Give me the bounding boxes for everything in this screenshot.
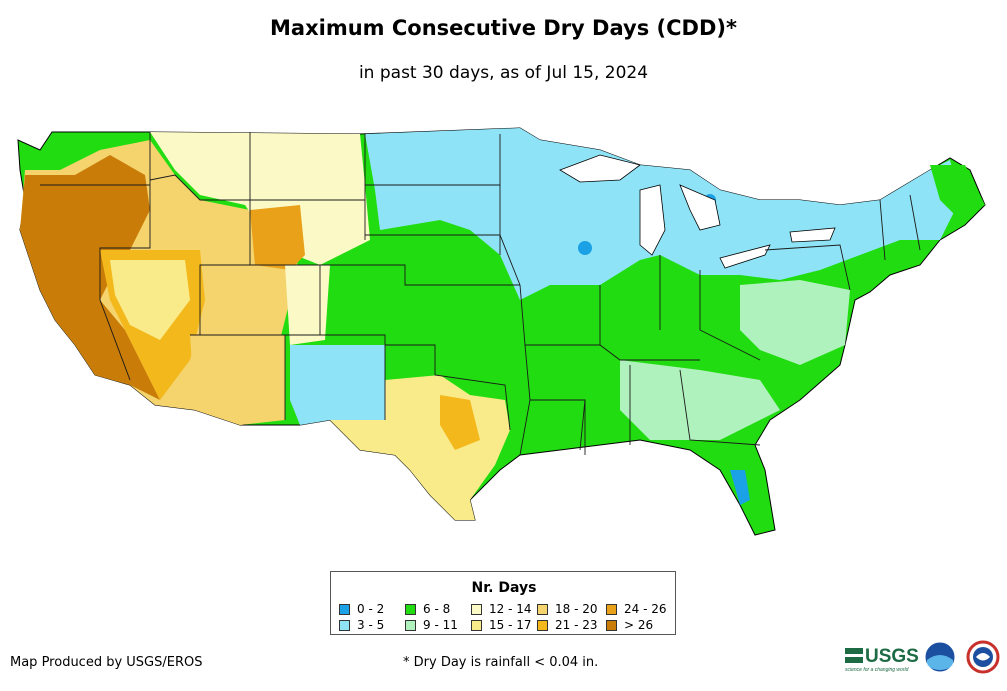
legend-swatch (537, 619, 548, 631)
legend-item: 15 - 17 (471, 618, 532, 632)
map-subtitle: in past 30 days, as of Jul 15, 2024 (358, 63, 649, 83)
legend-label: 21 - 23 (555, 618, 598, 632)
legend-item: 0 - 2 (339, 602, 384, 616)
lake-erie (719, 244, 771, 269)
agency-logos: USGS science for a changing world (845, 640, 1000, 674)
legend-item: 21 - 23 (537, 618, 598, 632)
texas-orange-spots (440, 395, 480, 450)
legend-item: 6 - 8 (405, 602, 450, 616)
legend-swatch (405, 619, 416, 631)
legend-label: 0 - 2 (357, 602, 385, 616)
legend-title: Nr. Days (471, 580, 537, 596)
legend-swatch (537, 603, 548, 615)
ne-green-patch (930, 165, 985, 220)
state-borders (40, 132, 921, 456)
usgs-logo: USGS science for a changing world (845, 646, 919, 673)
legend-item: 18 - 20 (537, 602, 598, 616)
legend-label: 12 - 14 (489, 602, 532, 616)
legend-item: 3 - 5 (339, 618, 384, 632)
legend-label: 3 - 5 (357, 618, 385, 632)
nevada-light (110, 260, 190, 340)
usgs-wordmark: USGS (865, 646, 919, 667)
legend-swatch (471, 619, 482, 631)
map-credit: Map Produced by USGS/EROS (10, 655, 203, 670)
us-dry-days-map (17, 127, 986, 536)
legend-label: 18 - 20 (555, 602, 598, 616)
legend-swatch (606, 619, 617, 631)
wyoming-orange (250, 205, 305, 270)
legend-label: 6 - 8 (423, 602, 451, 616)
legend-item: > 26 (606, 618, 653, 632)
florida-wet (730, 470, 750, 505)
northern-plains-cool (150, 132, 370, 265)
legend-label: 24 - 26 (624, 602, 667, 616)
pacific-very-dry (20, 155, 160, 400)
legend-swatch (606, 603, 617, 615)
lake-superior (559, 154, 641, 183)
nws-logo (966, 640, 1000, 674)
legend-label: 9 - 11 (423, 618, 458, 632)
legend-swatch (339, 619, 350, 631)
legend-box: Nr. Days 0 - 2 3 - 5 6 - 8 9 - 11 12 - 1… (330, 571, 676, 635)
colorado-plains-light (285, 265, 330, 345)
appalachian-lightgreen (740, 280, 850, 365)
legend-item: 12 - 14 (471, 602, 532, 616)
legend-label: 15 - 17 (489, 618, 532, 632)
southeast-lightgreen (620, 360, 780, 440)
map-title: Maximum Consecutive Dry Days (CDD)* (270, 16, 737, 40)
dry-day-footnote: * Dry Day is rainfall < 0.04 in. (403, 655, 599, 670)
lake-huron (679, 184, 721, 231)
legend-swatch (471, 603, 482, 615)
lake-michigan (639, 184, 666, 256)
lake-ontario (789, 227, 836, 243)
usgs-tagline: science for a changing world (845, 667, 909, 673)
legend-item: 24 - 26 (606, 602, 667, 616)
legend-item: 9 - 11 (405, 618, 458, 632)
great-lakes-wet-spot (578, 241, 592, 255)
legend-label: > 26 (624, 618, 654, 632)
legend-swatch (339, 603, 350, 615)
arizona-tan (190, 335, 285, 425)
new-mexico-blue (290, 345, 385, 425)
legend-swatch (405, 603, 416, 615)
noaa-logo (924, 641, 956, 673)
